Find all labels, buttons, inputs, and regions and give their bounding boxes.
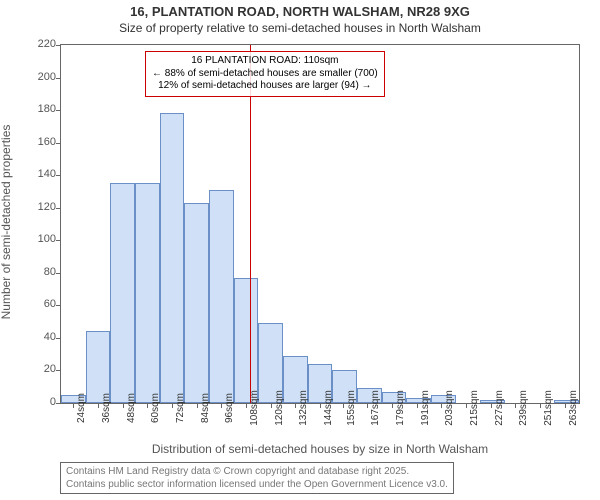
x-tick-label: 84sqm (200, 393, 211, 423)
x-tick-label: 263sqm (568, 390, 579, 426)
y-tick-label: 40 (44, 331, 56, 343)
y-tick (56, 240, 61, 241)
y-axis-label: Number of semi-detached properties (0, 125, 13, 320)
x-tick (540, 403, 541, 408)
chart-subtitle: Size of property relative to semi-detach… (0, 21, 600, 35)
x-tick (221, 403, 222, 408)
annotation-line: 12% of semi-detached houses are larger (… (152, 80, 378, 93)
y-tick (56, 175, 61, 176)
y-tick-label: 100 (38, 233, 56, 245)
x-tick-label: 144sqm (323, 390, 334, 426)
y-tick (56, 143, 61, 144)
y-tick (56, 370, 61, 371)
footer-line-2: Contains public sector information licen… (66, 478, 448, 491)
y-tick-label: 200 (38, 71, 56, 83)
histogram-bar (209, 190, 234, 403)
x-tick-label: 251sqm (543, 390, 554, 426)
y-tick-label: 20 (44, 363, 56, 375)
y-tick (56, 45, 61, 46)
x-tick (441, 403, 442, 408)
footer-line-1: Contains HM Land Registry data © Crown c… (66, 465, 448, 478)
y-tick-label: 0 (50, 396, 56, 408)
y-tick (56, 273, 61, 274)
annotation-line: ← 88% of semi-detached houses are smalle… (152, 68, 378, 81)
x-tick-label: 167sqm (370, 390, 381, 426)
x-tick (123, 403, 124, 408)
x-tick-label: 203sqm (444, 390, 455, 426)
y-tick-label: 180 (38, 103, 56, 115)
x-tick (565, 403, 566, 408)
x-tick-label: 155sqm (346, 390, 357, 426)
x-tick (172, 403, 173, 408)
x-tick-label: 132sqm (298, 390, 309, 426)
x-tick-label: 24sqm (76, 393, 87, 423)
y-tick-label: 60 (44, 298, 56, 310)
x-tick (147, 403, 148, 408)
y-tick (56, 403, 61, 404)
y-tick (56, 208, 61, 209)
y-tick-label: 140 (38, 168, 56, 180)
chart-title: 16, PLANTATION ROAD, NORTH WALSHAM, NR28… (0, 4, 600, 19)
y-tick (56, 78, 61, 79)
x-tick-label: 108sqm (249, 390, 260, 426)
histogram-bar (110, 183, 135, 403)
x-tick-label: 60sqm (150, 393, 161, 423)
annotation-box: 16 PLANTATION ROAD: 110sqm← 88% of semi-… (145, 51, 385, 97)
x-axis-label: Distribution of semi-detached houses by … (60, 442, 580, 456)
x-tick (98, 403, 99, 408)
x-tick (246, 403, 247, 408)
y-tick-label: 120 (38, 201, 56, 213)
x-tick-label: 48sqm (126, 393, 137, 423)
x-tick (295, 403, 296, 408)
x-tick-label: 120sqm (274, 390, 285, 426)
x-tick-label: 36sqm (101, 393, 112, 423)
footer-attribution: Contains HM Land Registry data © Crown c… (60, 462, 580, 494)
x-tick-label: 215sqm (469, 390, 480, 426)
x-tick (515, 403, 516, 408)
x-tick (271, 403, 272, 408)
x-tick-label: 239sqm (518, 390, 529, 426)
x-tick (343, 403, 344, 408)
histogram-bar (135, 183, 160, 403)
y-tick (56, 110, 61, 111)
y-tick-label: 220 (38, 38, 56, 50)
annotation-line: 16 PLANTATION ROAD: 110sqm (152, 55, 378, 68)
y-tick-label: 80 (44, 266, 56, 278)
reference-line (250, 45, 251, 403)
x-tick (392, 403, 393, 408)
x-tick-label: 96sqm (224, 393, 235, 423)
plot-area: 16 PLANTATION ROAD: 110sqm← 88% of semi-… (60, 44, 580, 404)
x-tick-label: 227sqm (494, 390, 505, 426)
x-tick (73, 403, 74, 408)
x-tick-label: 191sqm (420, 390, 431, 426)
x-tick-label: 179sqm (395, 390, 406, 426)
histogram-bar (234, 278, 259, 403)
chart-container: 16, PLANTATION ROAD, NORTH WALSHAM, NR28… (0, 0, 600, 500)
x-tick-label: 72sqm (175, 393, 186, 423)
histogram-bar (184, 203, 209, 403)
y-tick (56, 338, 61, 339)
x-tick (320, 403, 321, 408)
x-tick (197, 403, 198, 408)
x-tick (367, 403, 368, 408)
x-tick (466, 403, 467, 408)
x-tick (491, 403, 492, 408)
y-tick-label: 160 (38, 136, 56, 148)
x-tick (417, 403, 418, 408)
histogram-bar (160, 113, 185, 403)
y-tick (56, 305, 61, 306)
